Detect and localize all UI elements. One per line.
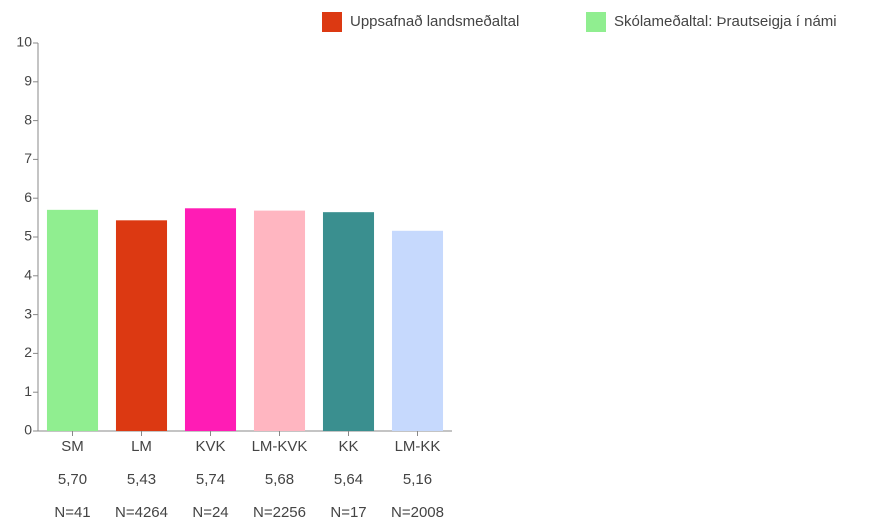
bar [46, 209, 99, 431]
value-label: 5,68 [265, 471, 294, 488]
bar [253, 210, 306, 431]
y-tick-label: 8 [24, 111, 32, 127]
legend-swatch [586, 12, 606, 32]
n-label: N=2256 [253, 504, 306, 521]
y-tick-label: 1 [24, 383, 32, 399]
y-tick-label: 4 [24, 267, 32, 283]
y-tick-label: 7 [24, 150, 32, 166]
legend-swatch [322, 12, 342, 32]
y-tick-label: 6 [24, 189, 32, 205]
n-label: N=2008 [391, 504, 444, 521]
value-label: 5,64 [334, 471, 363, 488]
n-label: N=4264 [115, 504, 168, 521]
y-tick-label: 5 [24, 228, 32, 244]
n-label: N=24 [192, 504, 228, 521]
bar [322, 212, 375, 431]
x-tick-label: LM [131, 438, 152, 455]
x-tick-label: KK [338, 438, 358, 455]
x-tick-label: LM-KVK [252, 438, 308, 455]
bar [115, 220, 168, 431]
x-tick-label: LM-KK [395, 438, 441, 455]
y-tick-label: 10 [16, 34, 32, 50]
legend-label: Uppsafnað landsmeðaltal [350, 13, 519, 30]
n-label: N=17 [330, 504, 366, 521]
y-tick-label: 3 [24, 305, 32, 321]
y-tick-label: 9 [24, 73, 32, 89]
n-label: N=41 [54, 504, 90, 521]
y-tick-label: 2 [24, 344, 32, 360]
bar [184, 208, 237, 431]
value-label: 5,74 [196, 471, 225, 488]
x-tick-label: KVK [195, 438, 225, 455]
value-label: 5,70 [58, 471, 87, 488]
bar [391, 230, 444, 431]
value-label: 5,16 [403, 471, 432, 488]
legend-label: Skólameðaltal: Þrautseigja í námi [614, 13, 837, 30]
x-tick-label: SM [61, 438, 84, 455]
y-tick-label: 0 [24, 422, 32, 438]
value-label: 5,43 [127, 471, 156, 488]
